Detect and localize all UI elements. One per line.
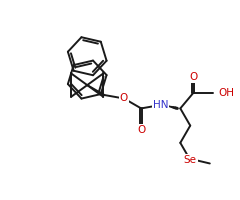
Text: HN: HN bbox=[153, 100, 168, 110]
Text: OH: OH bbox=[218, 88, 234, 98]
Text: O: O bbox=[120, 93, 128, 103]
Text: O: O bbox=[189, 72, 197, 82]
Text: O: O bbox=[137, 125, 145, 135]
Text: Se: Se bbox=[184, 155, 197, 165]
